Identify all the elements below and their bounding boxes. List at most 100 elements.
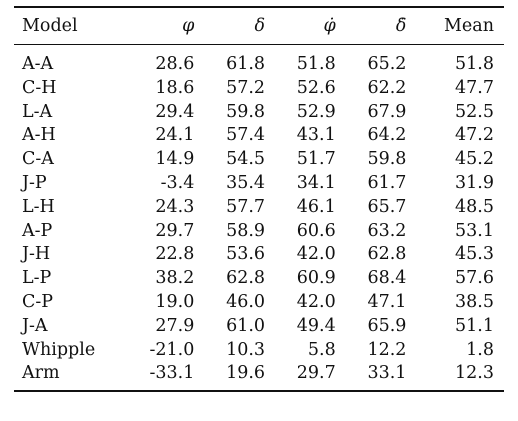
header-mean: Mean <box>444 16 494 36</box>
cell-delta-dot: 67.9 <box>367 101 407 122</box>
cell-model: J-H <box>22 244 51 265</box>
cell-phi: 24.1 <box>155 125 195 146</box>
table-row: Arm -33.1 19.6 29.7 33.1 12.3 <box>14 362 504 392</box>
table-row: J-H 22.8 53.6 42.0 62.8 45.3 <box>14 243 504 267</box>
cell-mean: 48.5 <box>455 196 494 217</box>
header-delta-dot: δ̇ <box>395 16 407 36</box>
cell-phi: 19.0 <box>155 291 195 312</box>
cell-delta-dot: 62.2 <box>367 77 407 98</box>
cell-delta: 62.8 <box>226 268 266 289</box>
cell-phi: 27.9 <box>155 315 195 336</box>
cell-mean: 1.8 <box>466 339 494 360</box>
cell-delta: 59.8 <box>226 101 266 122</box>
cell-phi: 29.7 <box>155 220 195 241</box>
cell-delta-dot: 65.9 <box>367 315 407 336</box>
cell-phi-dot: 34.1 <box>296 172 336 193</box>
cell-model: C-A <box>22 149 54 170</box>
cell-mean: 57.6 <box>455 268 494 289</box>
cell-mean: 52.5 <box>455 101 494 122</box>
header-phi: φ <box>182 16 195 36</box>
cell-mean: 12.3 <box>455 363 494 384</box>
table-row: L-P 38.2 62.8 60.9 68.4 57.6 <box>14 267 504 291</box>
cell-mean: 38.5 <box>455 291 494 312</box>
table-body: A-A 28.6 61.8 51.8 65.2 51.8 C-H 18.6 57.2 52.6 62… <box>14 45 504 392</box>
cell-mean: 45.3 <box>455 244 494 265</box>
cell-delta-dot: 59.8 <box>367 149 407 170</box>
cell-mean: 51.1 <box>455 315 494 336</box>
cell-phi: 29.4 <box>155 101 195 122</box>
cell-phi: 28.6 <box>155 54 195 74</box>
cell-phi-dot: 49.4 <box>296 315 336 336</box>
cell-phi-dot: 51.7 <box>296 149 336 170</box>
cell-phi-dot: 46.1 <box>296 196 336 217</box>
cell-phi: 38.2 <box>155 268 195 289</box>
cell-phi: 18.6 <box>155 77 195 98</box>
cell-mean: 31.9 <box>455 172 494 193</box>
cell-phi: -3.4 <box>160 172 195 193</box>
cell-phi: -21.0 <box>149 339 195 360</box>
cell-model: A-H <box>22 125 56 146</box>
header-row: Model φ δ φ̇ δ̇ Mean <box>14 7 504 45</box>
cell-model: J-A <box>22 315 48 336</box>
cell-phi-dot: 52.6 <box>296 77 336 98</box>
cell-model: Arm <box>22 363 60 384</box>
cell-model: Whipple <box>22 339 96 360</box>
cell-delta: 57.2 <box>226 77 266 98</box>
cell-mean: 45.2 <box>455 149 494 170</box>
table-row: L-A 29.4 59.8 52.9 67.9 52.5 <box>14 101 504 125</box>
results-table-container: Model φ δ φ̇ δ̇ Mean A-A 28.6 61.8 51.8 65.2… <box>14 6 504 392</box>
cell-mean: 51.8 <box>455 54 494 74</box>
cell-model: L-P <box>22 268 52 289</box>
cell-delta-dot: 63.2 <box>367 220 407 241</box>
cell-delta: 10.3 <box>226 339 266 360</box>
cell-phi: 22.8 <box>155 244 195 265</box>
cell-phi-dot: 43.1 <box>296 125 336 146</box>
cell-delta-dot: 61.7 <box>367 172 407 193</box>
table-row: C-P 19.0 46.0 42.0 47.1 38.5 <box>14 291 504 315</box>
cell-delta-dot: 33.1 <box>367 363 407 384</box>
cell-delta-dot: 47.1 <box>367 291 407 312</box>
cell-delta: 58.9 <box>226 220 266 241</box>
cell-model: L-H <box>22 196 55 217</box>
cell-phi: 24.3 <box>155 196 195 217</box>
cell-phi-dot: 52.9 <box>296 101 336 122</box>
cell-model: A-P <box>22 220 53 241</box>
table-row: J-A 27.9 61.0 49.4 65.9 51.1 <box>14 315 504 339</box>
cell-delta-dot: 64.2 <box>367 125 407 146</box>
cell-delta: 46.0 <box>226 291 266 312</box>
header-delta: δ <box>254 16 266 36</box>
cell-model: L-A <box>22 101 53 122</box>
cell-mean: 47.7 <box>455 77 494 98</box>
cell-delta-dot: 65.7 <box>367 196 407 217</box>
table-row: L-H 24.3 57.7 46.1 65.7 48.5 <box>14 196 504 220</box>
cell-phi-dot: 5.8 <box>307 339 336 360</box>
cell-phi-dot: 60.6 <box>296 220 336 241</box>
cell-phi-dot: 42.0 <box>296 291 336 312</box>
cell-delta: 61.0 <box>226 315 266 336</box>
table-header: Model φ δ φ̇ δ̇ Mean <box>14 7 504 45</box>
cell-model: A-A <box>22 54 54 74</box>
cell-mean: 53.1 <box>455 220 494 241</box>
cell-delta: 57.7 <box>226 196 266 217</box>
cell-delta: 19.6 <box>226 363 266 384</box>
cell-model: J-P <box>22 172 47 193</box>
table-row: A-P 29.7 58.9 60.6 63.2 53.1 <box>14 220 504 244</box>
cell-phi: -33.1 <box>149 363 195 384</box>
cell-delta-dot: 12.2 <box>367 339 407 360</box>
cell-delta: 61.8 <box>226 54 266 74</box>
cell-delta: 54.5 <box>226 149 266 170</box>
cell-model: C-H <box>22 77 57 98</box>
cell-delta-dot: 65.2 <box>367 54 407 74</box>
cell-model: C-P <box>22 291 54 312</box>
cell-delta-dot: 62.8 <box>367 244 407 265</box>
table-row: C-H 18.6 57.2 52.6 62.2 47.7 <box>14 77 504 101</box>
cell-phi-dot: 51.8 <box>296 54 336 74</box>
cell-mean: 47.2 <box>455 125 494 146</box>
cell-phi-dot: 42.0 <box>296 244 336 265</box>
table-row: C-A 14.9 54.5 51.7 59.8 45.2 <box>14 148 504 172</box>
cell-delta-dot: 68.4 <box>367 268 407 289</box>
table-row: Whipple -21.0 10.3 5.8 12.2 1.8 <box>14 339 504 363</box>
header-model: Model <box>22 16 78 36</box>
cell-delta: 35.4 <box>226 172 266 193</box>
